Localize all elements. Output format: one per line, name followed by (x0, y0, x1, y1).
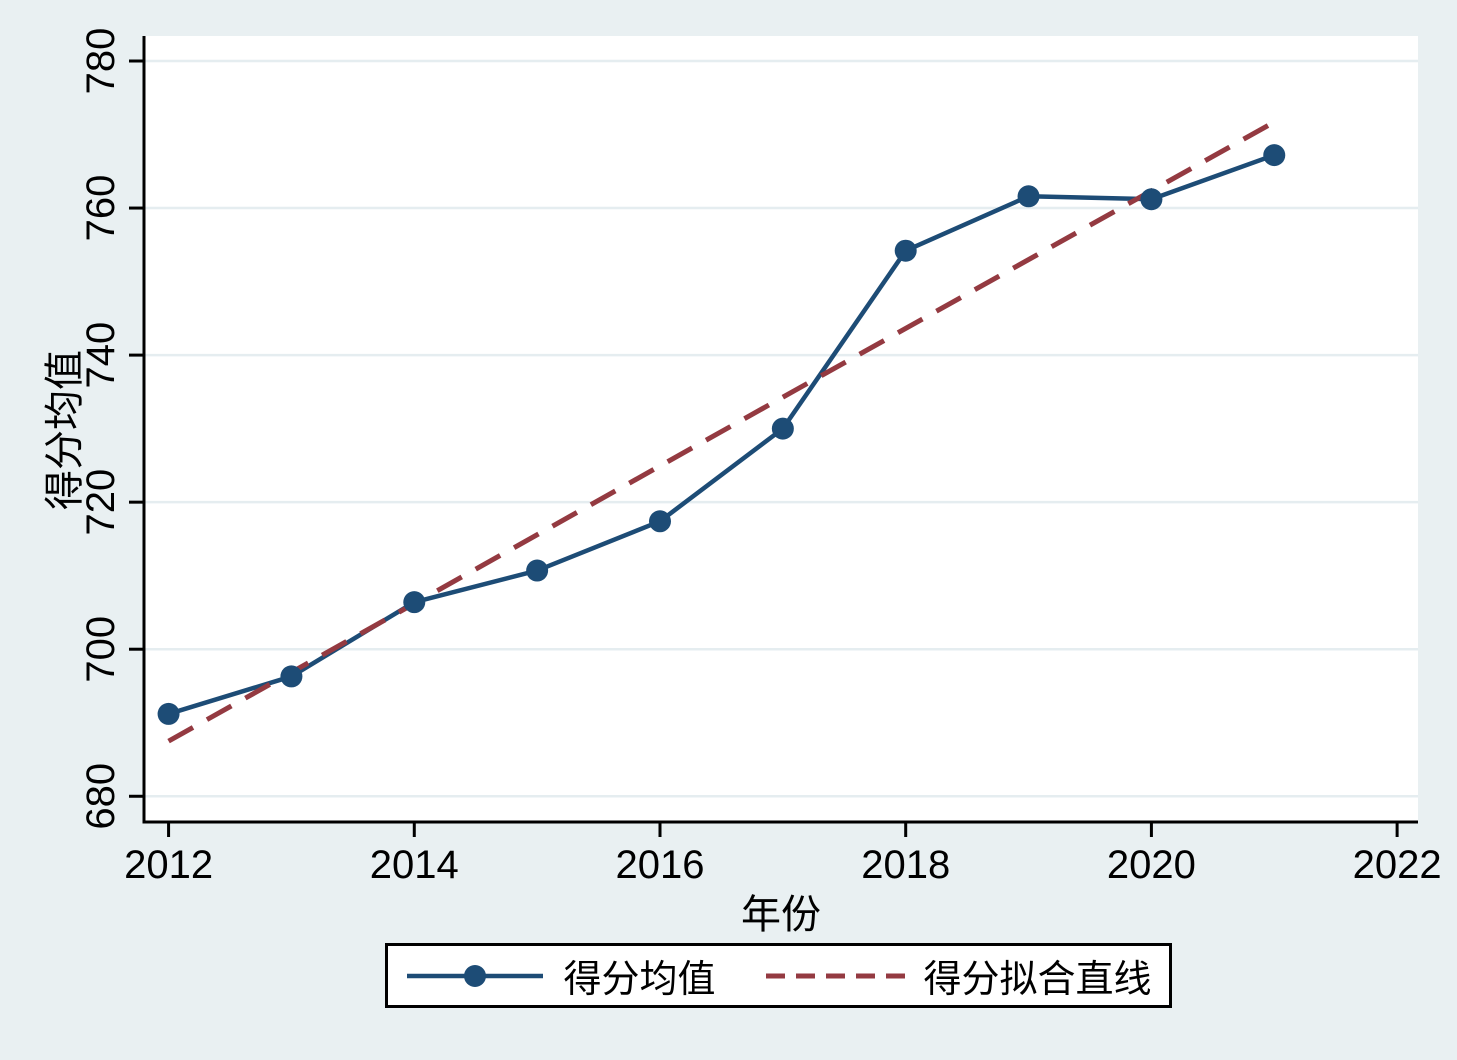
x-tick-label-2022: 2022 (1353, 843, 1442, 887)
data-point-2021 (1263, 144, 1286, 167)
x-tick-label-2016: 2016 (615, 843, 704, 887)
data-point-2014 (403, 591, 426, 614)
legend-label-trend: 得分拟合直线 (923, 959, 1152, 1001)
y-tick-label-720: 720 (79, 469, 123, 536)
data-point-2016 (648, 510, 671, 533)
dashed-line-icon (765, 973, 905, 978)
data-point-2019 (1017, 185, 1040, 208)
x-tick-label-2018: 2018 (861, 843, 950, 887)
data-point-2013 (280, 665, 303, 688)
data-point-2017 (771, 417, 794, 440)
x-tick-label-2014: 2014 (370, 843, 459, 887)
legend-label-series: 得分均值 (563, 959, 716, 1001)
y-tick-label-740: 740 (79, 322, 123, 389)
y-tick-label-700: 700 (79, 616, 123, 683)
legend: 得分均值 得分拟合直线 (385, 943, 1172, 1008)
x-tick-label-2020: 2020 (1107, 843, 1196, 887)
y-tick-label-680: 680 (79, 763, 123, 830)
x-axis-title: 年份 (741, 893, 821, 937)
legend-item-series: 得分均值 (405, 948, 716, 1003)
y-tick-label-780: 780 (79, 28, 123, 95)
series-line (167, 152, 1276, 717)
data-point-2020 (1140, 188, 1163, 211)
data-point-2015 (526, 559, 549, 582)
data-point-2012 (157, 702, 180, 725)
solid-line-with-dot-icon (407, 964, 544, 987)
data-point-2018 (894, 239, 917, 262)
legend-item-trend: 得分拟合直线 (764, 948, 1152, 1003)
y-tick-label-760: 760 (79, 175, 123, 242)
x-tick-label-2012: 2012 (124, 843, 213, 887)
trend-line (167, 119, 1276, 744)
y-axis-title: 得分均值 (43, 350, 87, 510)
